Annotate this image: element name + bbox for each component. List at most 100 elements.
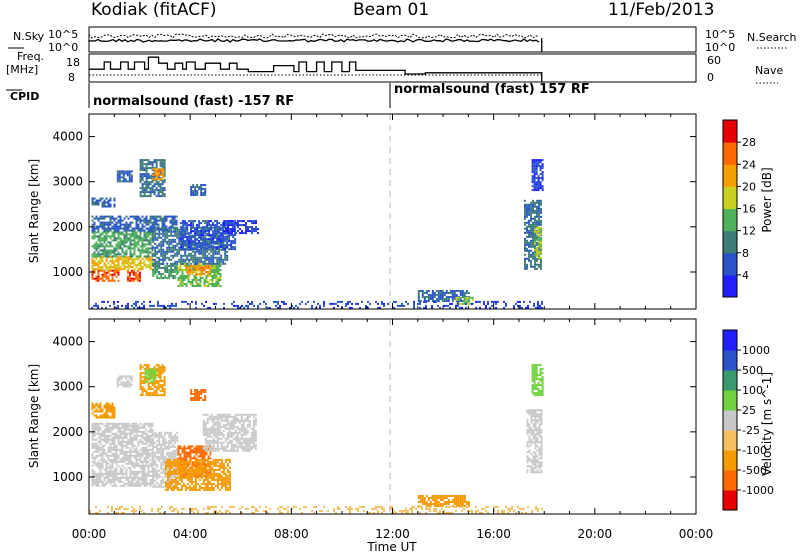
power-cell xyxy=(131,253,134,256)
velocity-cell xyxy=(220,464,223,467)
power-cell xyxy=(200,232,203,235)
velocity-cell xyxy=(168,458,171,461)
power-cell xyxy=(128,277,131,280)
velocity-cell xyxy=(183,455,186,458)
power-cell xyxy=(295,304,297,307)
velocity-cell xyxy=(198,458,201,461)
power-cell xyxy=(222,248,225,251)
power-cell xyxy=(455,290,458,292)
power-cell xyxy=(155,161,158,164)
power-cell xyxy=(534,201,536,204)
power-cell xyxy=(524,259,526,262)
power-cell xyxy=(226,254,229,257)
velocity-cell xyxy=(216,474,219,477)
power-cell xyxy=(97,273,100,276)
power-cell xyxy=(226,250,229,253)
power-cell xyxy=(433,296,436,298)
velocity-cell xyxy=(154,433,157,436)
velocity-cell xyxy=(91,424,94,427)
power-cell xyxy=(134,273,137,276)
power-colorbar-swatch xyxy=(723,164,737,187)
power-cell xyxy=(115,258,118,261)
power-cell xyxy=(103,275,106,278)
velocity-cell xyxy=(188,472,191,475)
power-cell xyxy=(425,296,428,298)
power-cell xyxy=(247,300,249,303)
power-cell xyxy=(180,262,183,265)
velocity-cell xyxy=(198,462,201,465)
power-cell xyxy=(524,207,526,210)
power-cell xyxy=(186,228,189,231)
velocity-cell xyxy=(127,466,130,469)
power-cell xyxy=(413,300,415,303)
power-cell xyxy=(536,257,538,260)
power-colorbar-tick-label: 24 xyxy=(742,158,756,171)
power-cell xyxy=(130,271,133,274)
power-cell xyxy=(125,304,127,307)
power-cell xyxy=(180,246,183,249)
velocity-cell xyxy=(113,424,116,427)
velocity-cell xyxy=(121,426,124,429)
velocity-cell xyxy=(113,446,116,449)
power-cell xyxy=(129,243,132,246)
velocity-cell xyxy=(182,482,185,485)
velocity-cell xyxy=(196,464,199,467)
velocity-cell xyxy=(109,470,112,473)
velocity-cell xyxy=(97,432,100,435)
power-cell xyxy=(103,203,106,206)
power-cell xyxy=(194,258,197,261)
velocity-cell xyxy=(156,451,159,454)
power-cell xyxy=(467,292,470,294)
velocity-cell xyxy=(111,458,114,461)
power-cell xyxy=(431,298,434,300)
power-cell xyxy=(199,265,202,268)
power-cell xyxy=(139,262,142,265)
velocity-cell xyxy=(199,447,202,450)
velocity-cell xyxy=(109,426,112,429)
power-cell xyxy=(162,240,165,243)
velocity-cell xyxy=(206,472,209,475)
power-cell xyxy=(101,223,104,226)
velocity-cell xyxy=(135,426,138,429)
power-cell xyxy=(535,165,538,168)
power-cell xyxy=(224,252,227,255)
power-cell xyxy=(141,229,144,232)
power-cell xyxy=(487,302,489,305)
power-cell xyxy=(153,189,156,192)
velocity-cell xyxy=(194,478,197,481)
power-cell xyxy=(540,199,542,202)
power-cell xyxy=(539,165,542,168)
velocity-cell xyxy=(107,436,110,439)
velocity-cell xyxy=(187,451,190,454)
power-cell xyxy=(399,304,401,307)
power-cell xyxy=(495,302,497,305)
velocity-cell xyxy=(131,464,134,467)
power-cell xyxy=(170,269,173,271)
power-cell xyxy=(536,209,538,212)
power-cell xyxy=(109,237,112,240)
power-cell xyxy=(208,220,211,223)
power-cell xyxy=(214,250,217,253)
power-cell xyxy=(182,242,185,245)
power-cell xyxy=(463,294,466,296)
velocity-cell xyxy=(133,456,136,459)
power-cell xyxy=(113,271,116,274)
power-cell xyxy=(208,226,211,229)
power-cell xyxy=(97,266,100,269)
power-cell xyxy=(135,241,138,244)
power-cell xyxy=(176,265,179,267)
velocity-cell xyxy=(210,462,213,465)
power-cell xyxy=(181,283,184,285)
power-cell xyxy=(131,221,134,224)
velocity-cell xyxy=(203,465,206,468)
velocity-cell xyxy=(166,478,169,481)
power-cell xyxy=(190,256,193,259)
velocity-cell xyxy=(206,429,209,432)
velocity-cell xyxy=(93,458,96,461)
power-region-11 xyxy=(139,159,166,198)
power-cell xyxy=(530,205,532,208)
power-cell xyxy=(156,269,159,271)
power-cell xyxy=(188,236,191,239)
power-cell xyxy=(180,234,183,237)
velocity-cell xyxy=(156,465,159,468)
